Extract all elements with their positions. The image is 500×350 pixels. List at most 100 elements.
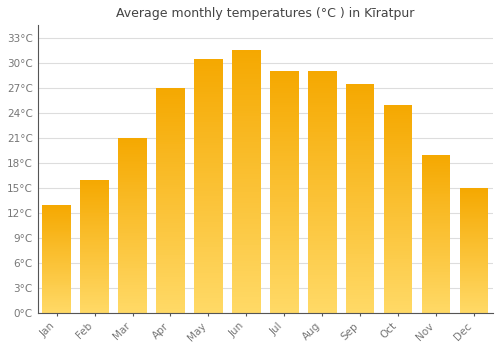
- Bar: [42, 237, 71, 238]
- Bar: [422, 289, 450, 291]
- Bar: [42, 261, 71, 262]
- Bar: [118, 187, 147, 189]
- Bar: [270, 139, 298, 141]
- Bar: [80, 233, 109, 235]
- Bar: [156, 284, 184, 286]
- Bar: [232, 221, 260, 224]
- Bar: [422, 199, 450, 201]
- Bar: [118, 217, 147, 219]
- Bar: [232, 300, 260, 303]
- Bar: [156, 99, 184, 102]
- Bar: [422, 305, 450, 307]
- Bar: [80, 254, 109, 256]
- Bar: [460, 307, 488, 308]
- Bar: [232, 190, 260, 192]
- Bar: [346, 109, 374, 111]
- Bar: [156, 205, 184, 207]
- Bar: [346, 150, 374, 153]
- Bar: [460, 291, 488, 292]
- Bar: [80, 206, 109, 208]
- Bar: [346, 222, 374, 224]
- Bar: [194, 110, 222, 112]
- Bar: [194, 178, 222, 181]
- Bar: [384, 248, 412, 251]
- Bar: [80, 293, 109, 295]
- Bar: [422, 312, 450, 313]
- Bar: [232, 295, 260, 298]
- Bar: [422, 283, 450, 285]
- Bar: [118, 166, 147, 168]
- Bar: [384, 150, 412, 153]
- Bar: [42, 236, 71, 237]
- Bar: [384, 307, 412, 309]
- Bar: [80, 271, 109, 272]
- Bar: [156, 201, 184, 203]
- Bar: [308, 125, 336, 127]
- Bar: [308, 117, 336, 120]
- Bar: [156, 225, 184, 228]
- Bar: [118, 169, 147, 171]
- Bar: [156, 198, 184, 201]
- Bar: [156, 304, 184, 307]
- Bar: [384, 311, 412, 313]
- Bar: [384, 230, 412, 232]
- Bar: [308, 260, 336, 262]
- Bar: [422, 172, 450, 174]
- Bar: [346, 304, 374, 306]
- Bar: [156, 151, 184, 153]
- Bar: [270, 199, 298, 202]
- Bar: [42, 245, 71, 246]
- Bar: [384, 272, 412, 274]
- Bar: [194, 260, 222, 262]
- Bar: [42, 264, 71, 266]
- Bar: [42, 281, 71, 282]
- Bar: [42, 278, 71, 279]
- Bar: [308, 214, 336, 216]
- Bar: [384, 299, 412, 301]
- Bar: [270, 306, 298, 308]
- Bar: [232, 77, 260, 79]
- Bar: [194, 97, 222, 99]
- Bar: [270, 272, 298, 274]
- Bar: [156, 138, 184, 140]
- Bar: [270, 195, 298, 197]
- Bar: [270, 132, 298, 134]
- Bar: [80, 243, 109, 244]
- Bar: [346, 185, 374, 187]
- Bar: [270, 294, 298, 296]
- Bar: [270, 270, 298, 272]
- Bar: [460, 276, 488, 277]
- Bar: [80, 238, 109, 240]
- Bar: [460, 220, 488, 222]
- Bar: [346, 210, 374, 212]
- Bar: [80, 192, 109, 193]
- Bar: [308, 209, 336, 211]
- Bar: [194, 87, 222, 89]
- Bar: [422, 264, 450, 266]
- Bar: [422, 262, 450, 264]
- Bar: [42, 218, 71, 219]
- Bar: [346, 100, 374, 102]
- Bar: [460, 226, 488, 227]
- Bar: [194, 94, 222, 97]
- Bar: [308, 183, 336, 185]
- Bar: [156, 230, 184, 232]
- Bar: [384, 280, 412, 282]
- Bar: [80, 308, 109, 309]
- Bar: [384, 115, 412, 117]
- Bar: [80, 304, 109, 305]
- Bar: [270, 98, 298, 100]
- Bar: [156, 104, 184, 106]
- Bar: [194, 120, 222, 122]
- Bar: [308, 93, 336, 96]
- Bar: [42, 302, 71, 303]
- Bar: [346, 155, 374, 157]
- Bar: [118, 159, 147, 161]
- Bar: [308, 221, 336, 224]
- Bar: [422, 218, 450, 220]
- Bar: [80, 266, 109, 268]
- Bar: [118, 268, 147, 270]
- Bar: [232, 245, 260, 247]
- Bar: [346, 251, 374, 253]
- Bar: [156, 273, 184, 275]
